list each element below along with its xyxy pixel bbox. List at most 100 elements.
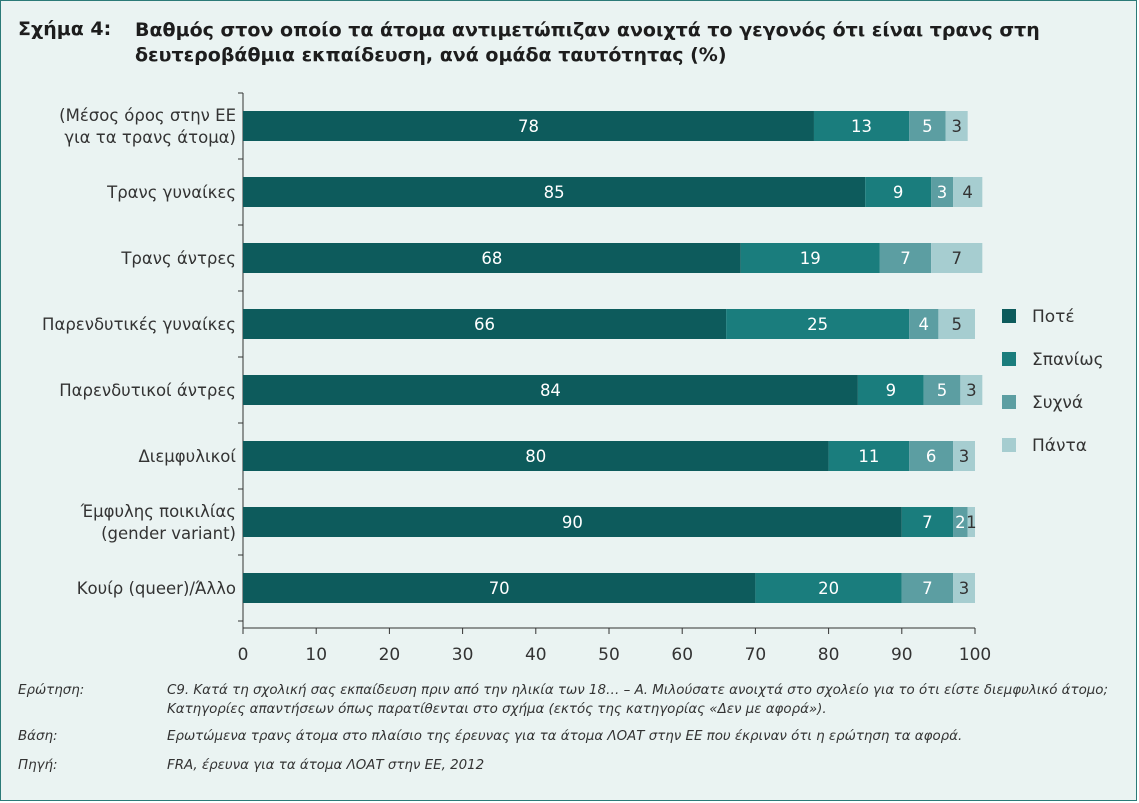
category-label: Τρανς άντρες	[120, 249, 236, 268]
stacked-bar-chart: 0 10 20 30 40 50 60 70 80 90 100 (Μέσος όρος στην Ε…	[42, 92, 1104, 661]
bar-segment	[967, 507, 975, 537]
note-base-key: Βάση:	[18, 729, 58, 744]
data-label: 3	[951, 117, 962, 136]
x-tick-label: 10	[305, 645, 327, 661]
data-label: 9	[893, 183, 904, 202]
bar-segment	[901, 507, 954, 537]
note-question-key: Ερώτηση:	[18, 683, 85, 698]
data-label: 25	[807, 315, 828, 334]
bar-segment	[938, 309, 975, 339]
bar-segment	[865, 177, 932, 207]
bar-segment	[813, 111, 910, 141]
data-label: 20	[818, 579, 839, 598]
note-source-key: Πηγή:	[18, 758, 58, 773]
bar-segment	[901, 573, 954, 603]
bar-segment	[953, 507, 968, 537]
data-label: 9	[886, 381, 897, 400]
note-base-text: Ερωτώμενα τρανς άτομα στο πλαίσιο της έρ…	[167, 729, 963, 744]
bar-segment	[243, 243, 741, 273]
bar-segment	[857, 375, 924, 405]
category-label: για τα τρανς άτομα)	[64, 128, 236, 147]
data-label: 7	[900, 249, 911, 268]
bar-segment	[953, 573, 975, 603]
data-label: 13	[851, 117, 872, 136]
data-label: 4	[919, 315, 930, 334]
data-label: 5	[951, 315, 962, 334]
data-label: 6	[926, 447, 937, 466]
data-label: 5	[922, 117, 933, 136]
data-label: 80	[525, 447, 546, 466]
bar-segment	[953, 441, 975, 471]
x-tick-label: 80	[818, 645, 840, 661]
data-label: 66	[474, 315, 495, 334]
data-label: 84	[540, 381, 561, 400]
category-label: (Μέσος όρος στην ΕΕ	[59, 106, 236, 125]
bar-segment	[243, 573, 756, 603]
data-label: 70	[489, 579, 510, 598]
bar-segment	[740, 243, 880, 273]
data-label: 19	[800, 249, 821, 268]
bar-segment	[243, 111, 814, 141]
bar-segment	[243, 375, 858, 405]
data-label: 3	[937, 183, 948, 202]
bar-segment	[828, 441, 910, 471]
data-label: 68	[481, 249, 502, 268]
bar-segment	[931, 177, 954, 207]
bar-segment	[243, 507, 902, 537]
data-label: 1	[966, 513, 977, 532]
data-label: 4	[962, 183, 973, 202]
figure-label: Σχήμα 4:	[18, 18, 112, 40]
data-label: 11	[858, 447, 879, 466]
x-tick-label: 40	[525, 645, 547, 661]
data-label: 90	[562, 513, 583, 532]
legend-label: Σπανίως	[1032, 350, 1104, 370]
bar-segment	[243, 177, 866, 207]
data-label: 2	[955, 513, 966, 532]
data-label: 5	[937, 381, 948, 400]
legend-swatch	[1002, 309, 1016, 323]
bar-segment	[879, 243, 932, 273]
note-source-text: FRA, έρευνα για τα άτομα ΛΟΑΤ στην ΕΕ, 2…	[167, 758, 485, 773]
x-tick-label: 20	[379, 645, 401, 661]
legend-swatch	[1002, 395, 1016, 409]
legend-label: Ποτέ	[1032, 307, 1075, 327]
bar-segment	[726, 309, 910, 339]
legend-label: Πάντα	[1032, 436, 1087, 456]
category-label: Τρανς γυναίκες	[106, 183, 236, 202]
x-tick-label: 30	[452, 645, 474, 661]
x-tick-label: 100	[959, 645, 991, 661]
category-label: Διεμφυλικοί	[139, 447, 237, 466]
note-question-text: C9. Κατά τη σχολική σας εκπαίδευση πριν …	[167, 683, 1108, 717]
data-label: 7	[922, 579, 933, 598]
bar-segment	[953, 177, 983, 207]
bar-segment	[909, 309, 939, 339]
x-tick-label: 60	[671, 645, 693, 661]
data-label: 78	[518, 117, 539, 136]
category-label: Κουίρ (queer)/Άλλο	[77, 579, 236, 598]
data-label: 7	[951, 249, 962, 268]
bar-segment	[243, 309, 727, 339]
x-tick-label: 0	[238, 645, 249, 661]
category-label: (gender variant)	[101, 524, 236, 543]
data-label: 3	[966, 381, 977, 400]
bar-segment	[909, 441, 954, 471]
category-label: Παρενδυτικές γυναίκες	[42, 315, 236, 334]
legend-swatch	[1002, 438, 1016, 452]
bar-segment	[923, 375, 961, 405]
bar-segment	[909, 111, 946, 141]
category-label: Παρενδυτικοί άντρες	[59, 381, 236, 400]
data-label: 85	[544, 183, 565, 202]
chart-title: Βαθμός στον οποίο τα άτομα αντιμετώπιζαν…	[135, 19, 1040, 66]
data-label: 3	[959, 579, 970, 598]
legend-label: Συχνά	[1032, 393, 1083, 413]
data-label: 7	[922, 513, 933, 532]
category-label: Έμφυλης ποικιλίας	[80, 502, 236, 521]
bar-segment	[931, 243, 983, 273]
bar-segment	[945, 111, 968, 141]
x-tick-label: 90	[891, 645, 913, 661]
bar-segment	[755, 573, 902, 603]
legend-swatch	[1002, 352, 1016, 366]
bar-segment	[243, 441, 829, 471]
data-label: 3	[959, 447, 970, 466]
